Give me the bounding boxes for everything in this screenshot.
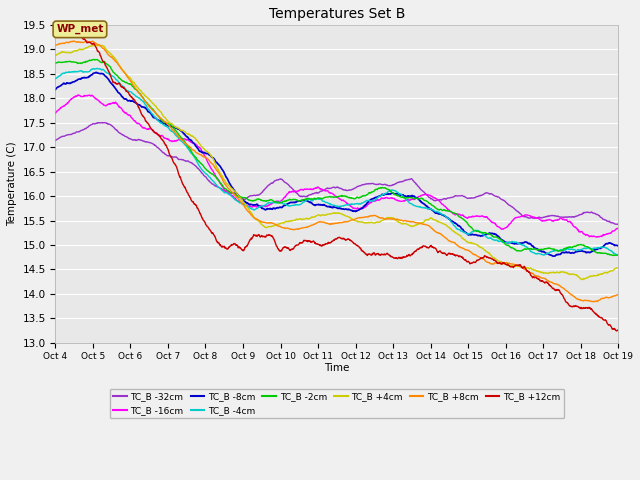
TC_B -2cm [118, 78, 126, 84]
TC_B -16cm [614, 226, 622, 231]
TC_B -2cm [312, 196, 320, 202]
Text: WP_met: WP_met [56, 24, 104, 35]
TC_B +12cm [52, 20, 60, 25]
TC_B -8cm [52, 87, 60, 93]
TC_B +8cm [95, 42, 103, 48]
TC_B -16cm [312, 185, 320, 191]
Title: Temperatures Set B: Temperatures Set B [269, 7, 405, 21]
Line: TC_B -8cm: TC_B -8cm [56, 72, 618, 256]
TC_B -16cm [52, 110, 60, 116]
TC_B -4cm [291, 203, 298, 208]
TC_B -8cm [312, 202, 320, 208]
TC_B +4cm [578, 277, 586, 283]
TC_B -2cm [90, 57, 97, 62]
TC_B +12cm [614, 327, 622, 333]
TC_B +8cm [372, 213, 380, 219]
TC_B -8cm [614, 243, 622, 249]
TC_B +12cm [372, 252, 380, 257]
TC_B -8cm [95, 71, 103, 76]
TC_B +12cm [95, 49, 103, 55]
TC_B -32cm [118, 132, 126, 137]
Legend: TC_B -32cm, TC_B -16cm, TC_B -8cm, TC_B -4cm, TC_B -2cm, TC_B +4cm, TC_B +8cm, T: TC_B -32cm, TC_B -16cm, TC_B -8cm, TC_B … [109, 389, 564, 419]
TC_B +12cm [57, 17, 65, 23]
TC_B +4cm [312, 213, 320, 219]
TC_B -16cm [302, 186, 310, 192]
TC_B -16cm [372, 198, 380, 204]
TC_B +8cm [70, 38, 77, 44]
TC_B +4cm [52, 53, 60, 59]
TC_B +8cm [291, 227, 298, 232]
TC_B -16cm [291, 188, 298, 194]
Line: TC_B -2cm: TC_B -2cm [56, 60, 618, 255]
Line: TC_B +4cm: TC_B +4cm [56, 45, 618, 280]
Line: TC_B -32cm: TC_B -32cm [56, 122, 618, 224]
TC_B -8cm [550, 253, 557, 259]
TC_B -8cm [93, 70, 100, 75]
TC_B +4cm [92, 42, 99, 48]
TC_B +12cm [312, 241, 320, 247]
TC_B +8cm [312, 220, 320, 226]
TC_B +8cm [302, 225, 310, 230]
TC_B -8cm [302, 198, 310, 204]
TC_B -4cm [52, 76, 60, 82]
TC_B -32cm [614, 221, 622, 227]
TC_B +4cm [302, 216, 310, 221]
TC_B -2cm [302, 196, 310, 202]
TC_B -4cm [93, 65, 101, 71]
TC_B -2cm [610, 252, 618, 258]
TC_B +8cm [52, 42, 60, 48]
TC_B +4cm [372, 219, 380, 225]
TC_B -32cm [100, 120, 108, 125]
TC_B -8cm [291, 200, 298, 205]
TC_B -32cm [312, 190, 320, 195]
TC_B -32cm [291, 189, 298, 194]
TC_B -4cm [312, 196, 320, 202]
TC_B -4cm [302, 198, 310, 204]
TC_B -32cm [372, 181, 380, 187]
TC_B +8cm [589, 299, 597, 305]
TC_B +4cm [291, 217, 298, 223]
TC_B -4cm [372, 196, 380, 202]
Line: TC_B -16cm: TC_B -16cm [56, 95, 618, 237]
TC_B -4cm [118, 83, 126, 88]
TC_B -2cm [614, 252, 622, 258]
TC_B -16cm [593, 234, 601, 240]
X-axis label: Time: Time [324, 363, 349, 373]
TC_B -2cm [291, 197, 298, 203]
TC_B +4cm [95, 43, 103, 48]
TC_B -16cm [95, 98, 103, 104]
TC_B +12cm [291, 244, 298, 250]
TC_B +8cm [118, 67, 126, 73]
TC_B -32cm [612, 221, 620, 227]
TC_B -16cm [118, 107, 126, 112]
TC_B +12cm [118, 84, 126, 90]
TC_B +12cm [302, 238, 310, 243]
TC_B +4cm [118, 67, 126, 73]
Line: TC_B +8cm: TC_B +8cm [56, 41, 618, 302]
TC_B -4cm [614, 252, 622, 258]
TC_B +4cm [614, 265, 622, 271]
TC_B -4cm [95, 66, 103, 72]
TC_B -16cm [74, 92, 82, 98]
TC_B -2cm [52, 60, 60, 66]
TC_B -2cm [95, 59, 103, 64]
TC_B -8cm [118, 94, 126, 99]
TC_B -32cm [95, 120, 103, 126]
TC_B -8cm [372, 194, 380, 200]
TC_B -32cm [52, 138, 60, 144]
TC_B -32cm [302, 193, 310, 199]
TC_B +12cm [613, 328, 621, 334]
Y-axis label: Temperature (C): Temperature (C) [7, 142, 17, 226]
TC_B +8cm [614, 292, 622, 298]
Line: TC_B +12cm: TC_B +12cm [56, 20, 618, 331]
TC_B -2cm [372, 187, 380, 192]
Line: TC_B -4cm: TC_B -4cm [56, 68, 618, 255]
